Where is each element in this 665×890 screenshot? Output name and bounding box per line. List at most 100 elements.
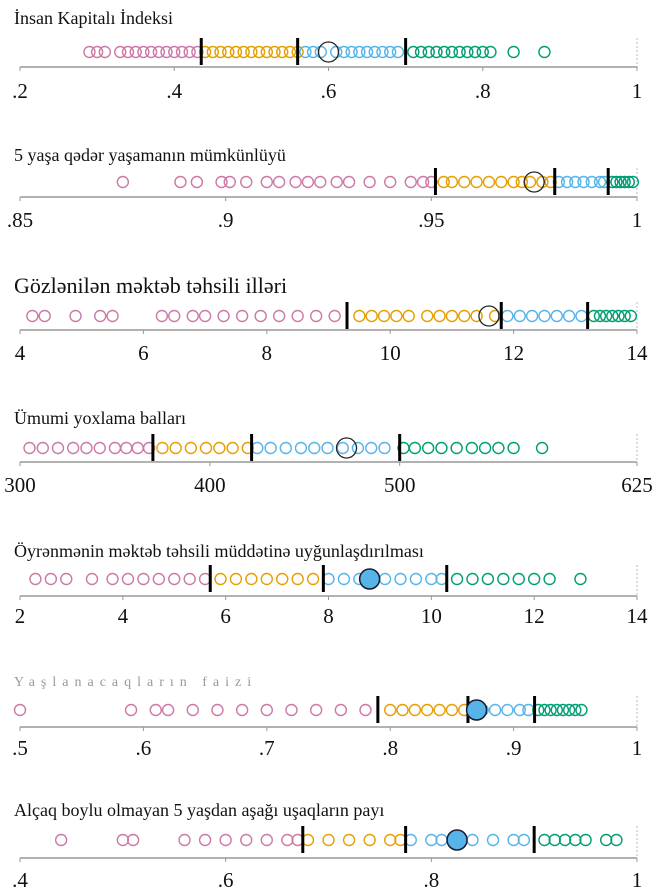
x-tick-label: 6 xyxy=(220,604,231,628)
country-dot xyxy=(321,441,334,455)
x-tick-label: 12 xyxy=(503,341,524,365)
country-dot xyxy=(214,572,227,586)
country-dot xyxy=(422,45,435,59)
country-dot xyxy=(437,175,450,189)
country-dot xyxy=(281,833,294,847)
x-tick-label: 10 xyxy=(380,341,401,365)
x-tick-label: 8 xyxy=(262,341,273,365)
country-dot xyxy=(299,45,312,59)
country-dot xyxy=(425,572,438,586)
highlight-dot xyxy=(478,305,500,327)
x-tick-label: .7 xyxy=(259,736,275,760)
country-dot xyxy=(260,833,273,847)
country-dot xyxy=(235,703,249,717)
country-dot xyxy=(512,572,525,586)
country-dot xyxy=(328,309,341,323)
country-dot xyxy=(272,175,286,189)
country-dot xyxy=(445,703,459,717)
country-dot xyxy=(309,703,323,717)
country-dot xyxy=(425,833,438,847)
country-dot xyxy=(421,441,435,455)
country-dot xyxy=(501,309,514,323)
country-dot xyxy=(155,309,169,323)
country-dot xyxy=(577,175,590,189)
country-dot xyxy=(85,572,99,586)
country-dot xyxy=(83,45,96,59)
x-tick-label: .9 xyxy=(506,736,522,760)
country-dot xyxy=(252,45,266,59)
country-dot xyxy=(116,833,130,847)
country-dot xyxy=(161,703,175,717)
country-dot xyxy=(226,441,239,455)
country-dot xyxy=(190,175,204,189)
country-dot xyxy=(538,703,551,717)
country-dot xyxy=(351,441,365,455)
country-dot xyxy=(513,309,526,323)
country-dot xyxy=(178,833,191,847)
country-dot xyxy=(223,175,236,189)
country-dot xyxy=(562,703,576,717)
country-dot xyxy=(241,441,255,455)
country-dot xyxy=(66,441,80,455)
x-tick-label: 1 xyxy=(632,736,643,760)
x-tick-label: 4 xyxy=(118,604,129,628)
country-dot xyxy=(363,175,376,189)
country-dot xyxy=(129,45,142,59)
country-dot xyxy=(550,309,563,323)
country-dot xyxy=(416,175,430,189)
country-dot xyxy=(217,309,230,323)
country-dot xyxy=(168,309,181,323)
country-dot xyxy=(114,45,127,59)
country-dot xyxy=(624,309,638,323)
country-dot xyxy=(322,833,335,847)
country-dot xyxy=(337,572,351,586)
country-dot xyxy=(309,309,323,323)
country-dot xyxy=(184,441,198,455)
country-dot xyxy=(108,441,122,455)
country-dot xyxy=(245,45,258,59)
country-dot xyxy=(574,572,587,586)
country-dot xyxy=(106,309,119,323)
country-dot xyxy=(199,441,213,455)
country-dot xyxy=(363,833,376,847)
country-dot xyxy=(156,441,169,455)
country-dot xyxy=(360,45,374,59)
x-tick-label: .8 xyxy=(423,868,439,890)
chart-title: İnsan Kapitalı İndeksi xyxy=(14,8,173,28)
country-dot xyxy=(409,572,423,586)
country-dot xyxy=(560,175,574,189)
country-dot xyxy=(404,175,417,189)
country-dot xyxy=(396,703,409,717)
strip-chart: Gözlənilən məktəb təhsili illəri 4 6 8 10 12 1… xyxy=(14,273,648,365)
country-dot xyxy=(54,833,68,847)
country-dot xyxy=(365,441,378,455)
country-dot xyxy=(174,175,187,189)
x-tick-label: .6 xyxy=(136,736,152,760)
country-dot xyxy=(69,309,82,323)
country-dot xyxy=(106,572,119,586)
country-dot xyxy=(121,45,135,59)
country-dot xyxy=(168,572,181,586)
x-tick-label: 12 xyxy=(524,604,545,628)
country-dot xyxy=(29,572,42,586)
x-tick-label: 625 xyxy=(621,473,653,497)
highlight-dot xyxy=(317,41,340,63)
country-dot xyxy=(264,441,277,455)
country-dot xyxy=(260,45,273,59)
country-dot xyxy=(291,572,304,586)
x-tick-label: 10 xyxy=(421,604,442,628)
country-dot xyxy=(260,175,273,189)
country-dot xyxy=(353,45,366,59)
country-dot xyxy=(622,175,635,189)
country-dot xyxy=(435,441,448,455)
country-dot xyxy=(507,175,520,189)
country-dot xyxy=(569,833,582,847)
country-dot xyxy=(569,703,582,717)
country-dot xyxy=(229,45,243,59)
chart-title: Alçaq boylu olmayan 5 yaşdan aşağı uşaql… xyxy=(14,800,384,820)
highlight-dot xyxy=(523,171,545,193)
country-dot xyxy=(268,45,281,59)
country-dot xyxy=(445,45,459,59)
country-dot xyxy=(430,45,443,59)
